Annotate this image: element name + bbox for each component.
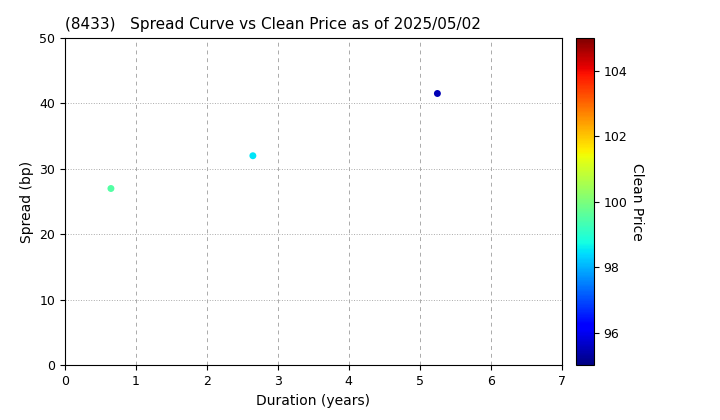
Point xyxy=(247,152,258,159)
Point xyxy=(432,90,444,97)
Y-axis label: Clean Price: Clean Price xyxy=(630,163,644,241)
Text: (8433)   Spread Curve vs Clean Price as of 2025/05/02: (8433) Spread Curve vs Clean Price as of… xyxy=(65,18,481,32)
Y-axis label: Spread (bp): Spread (bp) xyxy=(19,160,34,243)
Point xyxy=(105,185,117,192)
X-axis label: Duration (years): Duration (years) xyxy=(256,394,370,408)
